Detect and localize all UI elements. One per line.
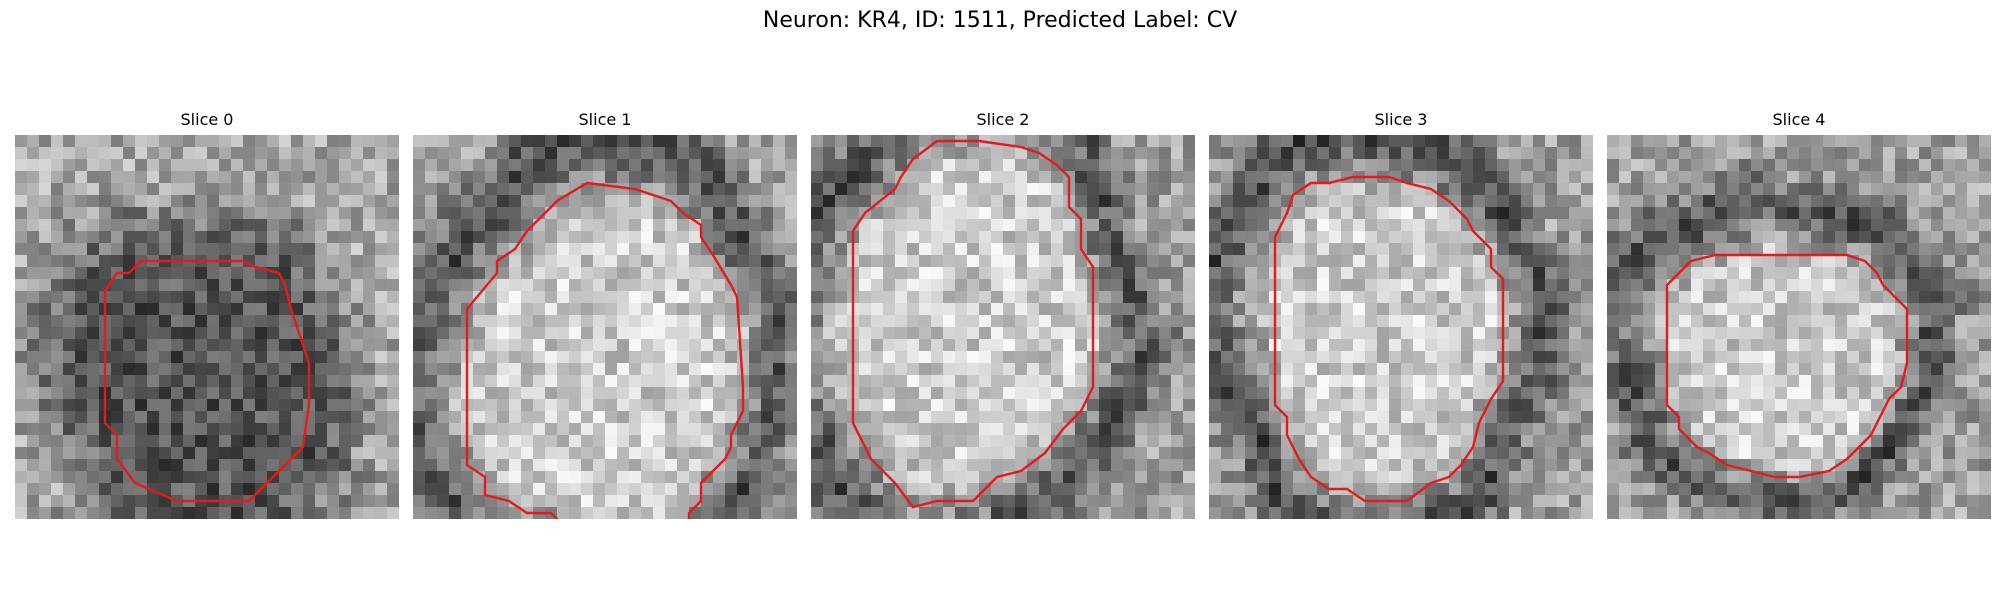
- slice-image: [413, 135, 797, 519]
- slice-image: [15, 135, 399, 519]
- slice-title: Slice 0: [180, 110, 234, 129]
- slice-panel-1: Slice 1: [413, 108, 797, 519]
- slice-panel-3: Slice 3: [1209, 108, 1593, 519]
- slice-title: Slice 4: [1772, 110, 1826, 129]
- slice-panel-0: Slice 0: [15, 108, 399, 519]
- slice-panel-4: Slice 4: [1607, 108, 1991, 519]
- segmentation-contour: [1667, 255, 1907, 477]
- slice-title: Slice 3: [1374, 110, 1428, 129]
- slice-image: [1209, 135, 1593, 519]
- slice-panel-2: Slice 2: [811, 108, 1195, 519]
- slice-title: Slice 2: [976, 110, 1030, 129]
- figure-title: Neuron: KR4, ID: 1511, Predicted Label: …: [762, 8, 1238, 33]
- segmentation-contour: [1275, 177, 1503, 501]
- segmentation-contour: [467, 183, 743, 519]
- segmentation-contour: [105, 261, 309, 501]
- segmentation-contour: [853, 141, 1093, 507]
- slice-image: [1607, 135, 1991, 519]
- slice-image: [811, 135, 1195, 519]
- slice-title: Slice 1: [578, 110, 632, 129]
